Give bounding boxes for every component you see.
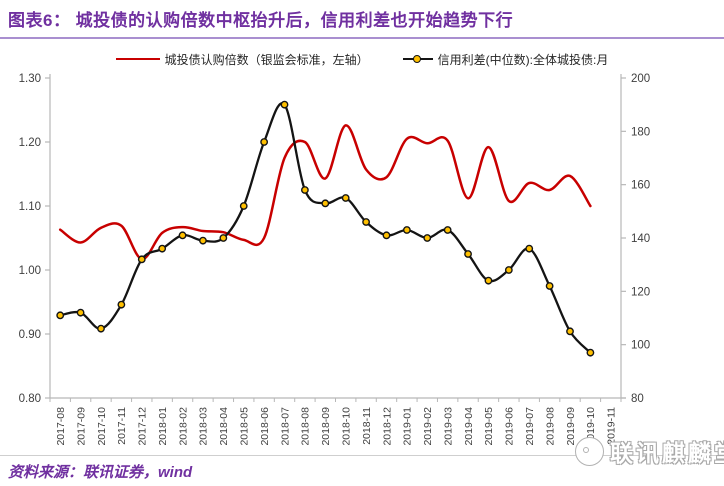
data-point-marker — [545, 282, 554, 290]
x-axis-label: 2017-09 — [75, 407, 87, 446]
data-point-marker — [504, 266, 513, 274]
footer-rule — [0, 455, 724, 456]
x-axis-label: 2018-05 — [239, 407, 251, 446]
red-line-swatch-icon — [115, 58, 160, 60]
data-point-marker — [178, 231, 187, 240]
right-axis-tick-label: 120 — [631, 286, 650, 298]
left-axis-tick-label: 1.30 — [19, 73, 41, 85]
source-note: 资料来源：联讯证券，wind — [8, 464, 193, 481]
x-axis-label: 2018-06 — [259, 407, 271, 446]
x-axis-label: 2019-04 — [463, 407, 475, 446]
x-axis-label: 2018-11 — [361, 407, 373, 445]
data-point-marker — [586, 348, 595, 357]
x-axis-label: 2019-07 — [524, 407, 536, 446]
x-axis-label: 2017-11 — [116, 407, 128, 445]
legend: 城投债认购倍数（银监会标准，左轴） 信用利差(中位数):全体城投债:月 — [0, 50, 724, 68]
left-axis-tick-label: 1.00 — [19, 265, 41, 277]
x-axis-label: 2018-12 — [381, 407, 393, 446]
right-axis-tick-label: 160 — [631, 180, 650, 192]
right-axis-tick-label: 200 — [631, 73, 650, 85]
legend-item-credit-spread: 信用利差(中位数):全体城投债:月 — [402, 51, 609, 68]
data-point-marker — [219, 234, 228, 242]
data-point-marker — [423, 234, 432, 242]
data-point-marker — [137, 255, 146, 264]
x-axis-label: 2017-08 — [55, 407, 67, 446]
x-axis-label: 2018-10 — [340, 407, 352, 446]
legend-label: 信用利差(中位数):全体城投债:月 — [437, 52, 609, 67]
data-point-marker — [525, 244, 534, 253]
left-axis-tick-label: 0.80 — [19, 393, 41, 405]
x-axis-label: 2018-04 — [218, 407, 230, 446]
right-axis-tick-label: 180 — [631, 126, 650, 138]
data-point-marker — [402, 226, 411, 234]
yellow-dot-icon — [412, 54, 421, 63]
kirin-logo-icon — [575, 436, 604, 466]
chart-title: 图表6： 城投债的认购倍数中枢抬升后，信用利差也开始趋势下行 — [8, 11, 514, 30]
legend-item-subscription-multiple: 城投债认购倍数（银监会标准，左轴） — [115, 51, 369, 68]
x-axis-label: 2017-10 — [96, 407, 108, 446]
right-axis-tick-label: 80 — [631, 393, 644, 405]
data-point-marker — [199, 236, 207, 245]
data-point-marker — [301, 186, 309, 194]
title-rule — [0, 37, 724, 39]
x-axis-label: 2018-09 — [320, 407, 332, 446]
data-point-marker — [566, 327, 574, 336]
data-point-marker — [321, 199, 330, 208]
x-axis-label: 2019-06 — [504, 407, 516, 446]
data-point-marker — [97, 324, 105, 333]
x-axis-label: 2018-02 — [177, 407, 189, 446]
watermark-text: 联讯麒麟堂 — [610, 440, 724, 466]
black-line-marker-swatch-icon — [402, 54, 433, 63]
x-axis-label: 2019-02 — [422, 407, 434, 446]
right-axis-tick-label: 140 — [631, 233, 650, 245]
series-line-credit-spread — [59, 102, 592, 354]
x-axis-label: 2018-07 — [279, 407, 291, 446]
x-axis-label: 2019-05 — [483, 407, 495, 446]
data-point-marker — [280, 100, 289, 109]
data-point-marker — [260, 138, 269, 146]
left-axis-tick-label: 0.90 — [19, 329, 41, 341]
x-axis-label: 2019-08 — [544, 407, 556, 446]
data-point-marker — [341, 194, 350, 202]
x-axis-label: 2018-03 — [198, 407, 210, 446]
right-axis-tick-label: 100 — [631, 340, 650, 352]
legend-label: 城投债认购倍数（银监会标准，左轴） — [164, 52, 369, 67]
data-point-marker — [158, 244, 167, 253]
left-axis-tick-label: 1.20 — [19, 137, 41, 149]
watermark: 联讯麒麟堂 — [575, 434, 724, 468]
series-line-subscription-multiple — [58, 124, 592, 261]
data-point-marker — [464, 250, 472, 258]
data-point-marker — [362, 218, 370, 226]
data-point-marker — [484, 276, 493, 285]
x-axis-label: 2018-08 — [300, 407, 312, 446]
data-point-marker — [443, 226, 452, 234]
data-point-marker — [76, 308, 85, 317]
x-axis-label: 2018-01 — [157, 407, 169, 446]
data-point-marker — [117, 300, 126, 309]
data-point-marker — [56, 311, 65, 320]
data-point-marker — [239, 202, 248, 210]
left-axis-tick-label: 1.10 — [19, 201, 41, 213]
x-axis-label: 2019-03 — [442, 407, 454, 446]
x-axis-label: 2019-01 — [402, 407, 414, 446]
x-axis-label: 2017-12 — [137, 407, 149, 446]
data-point-marker — [382, 231, 391, 240]
